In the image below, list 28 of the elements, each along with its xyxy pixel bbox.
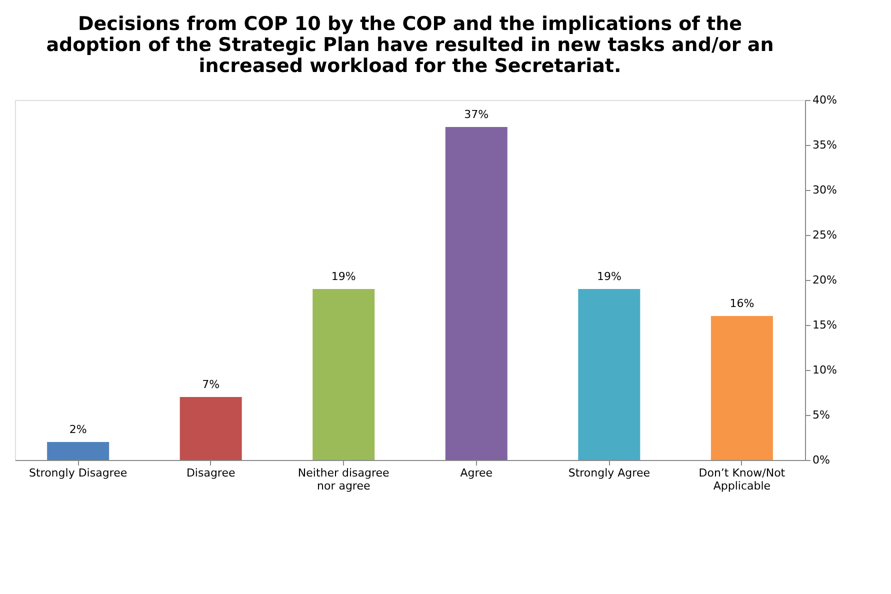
- data-label: 19%: [331, 270, 356, 283]
- y-tick-label: 10%: [812, 364, 837, 376]
- y-tick-label: 40%: [812, 94, 837, 106]
- x-tick-label: Strongly Disagree: [29, 466, 128, 480]
- x-tick-label: Agree: [460, 466, 493, 480]
- x-tick-label: Disagree: [186, 466, 236, 480]
- y-tick-label: 35%: [812, 138, 837, 152]
- data-label: 7%: [202, 378, 220, 391]
- bar: [710, 316, 773, 460]
- data-label: 37%: [464, 108, 489, 121]
- y-tick-label: 20%: [812, 274, 837, 286]
- data-label: 16%: [730, 297, 754, 310]
- bar: [180, 397, 242, 460]
- y-tick-label: 30%: [812, 184, 837, 196]
- y-tick-label: 25%: [812, 228, 837, 242]
- data-label: 2%: [69, 423, 87, 436]
- x-tick-label: Don’t Know/Not Applicable: [698, 466, 786, 492]
- bar: [312, 289, 375, 460]
- y-tick-label: 5%: [812, 408, 830, 422]
- bar: [47, 442, 110, 460]
- chart-title: Decisions from COP 10 by the COP and the implications of the adoption of the Strategic Plan have resulted in new tasks and/or an increased workload for the Secretariat.: [46, 13, 774, 77]
- bar: [445, 127, 508, 460]
- x-tick-label: Neither disagree nor agree: [298, 466, 390, 492]
- bar: [578, 289, 640, 460]
- y-tick-label: 15%: [812, 318, 837, 332]
- x-tick-label: Strongly Agree: [568, 466, 650, 480]
- data-label: 19%: [596, 270, 622, 283]
- y-tick-label: 0%: [812, 454, 830, 466]
